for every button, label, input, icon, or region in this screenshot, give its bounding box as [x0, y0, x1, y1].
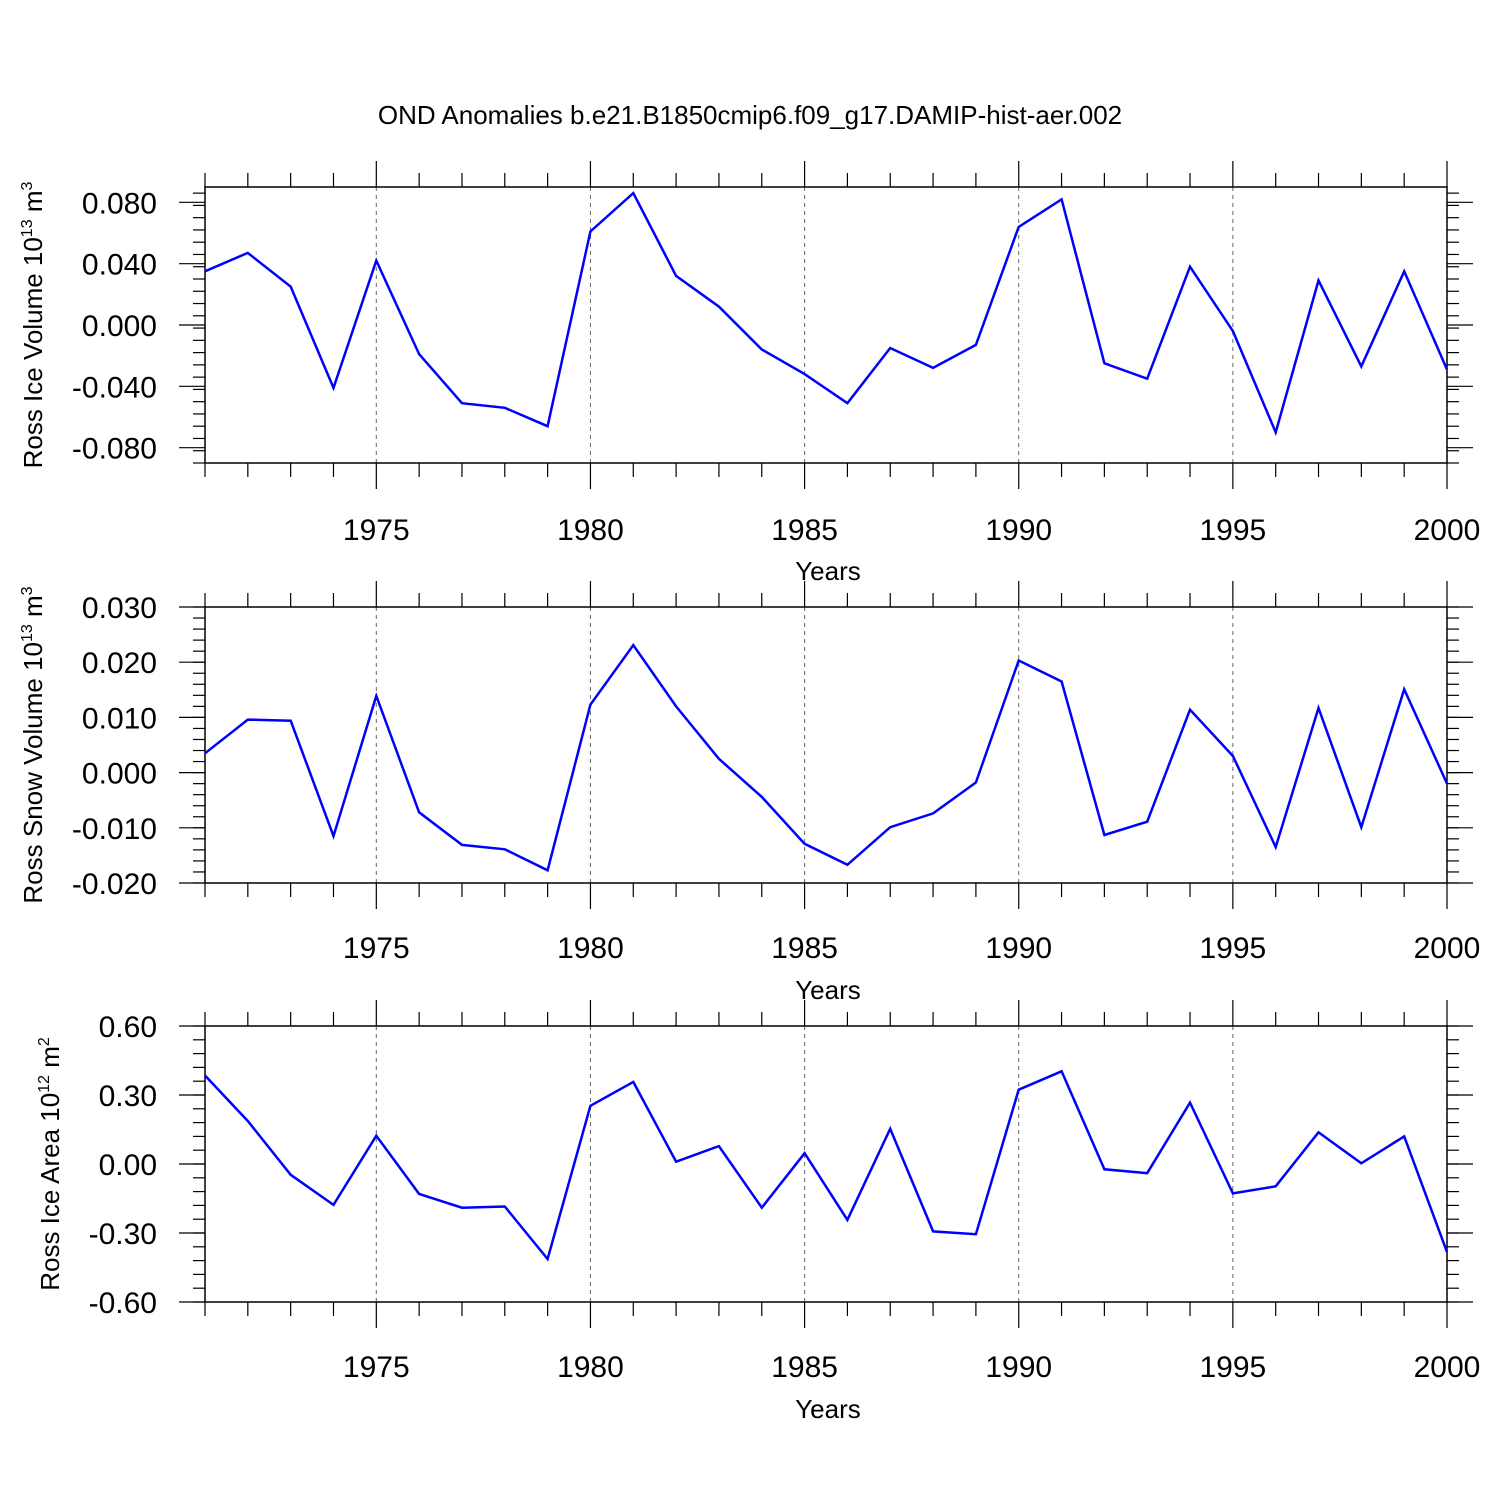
- y-axis-label: Ross Snow Volume 1013 m3: [18, 586, 48, 903]
- x-tick-label: 1990: [985, 1351, 1052, 1384]
- x-tick-label: 1980: [557, 932, 624, 965]
- y-tick-label: 0.000: [82, 310, 157, 343]
- y-tick-label: 0.00: [99, 1149, 157, 1182]
- y-tick-label: 0.60: [99, 1011, 157, 1044]
- x-tick-label: 2000: [1414, 1351, 1481, 1384]
- x-tick-label: 2000: [1414, 514, 1481, 547]
- y-tick-label: -0.30: [89, 1218, 157, 1251]
- x-tick-label: 1975: [343, 932, 410, 965]
- y-axis-unit: m: [18, 595, 48, 624]
- series-line: [204, 642, 1449, 873]
- x-tick-label: 1980: [557, 514, 624, 547]
- figure-title: OND Anomalies b.e21.B1850cmip6.f09_g17.D…: [378, 100, 1122, 130]
- x-tick-label: 1985: [771, 514, 838, 547]
- plot-frame: [204, 606, 1448, 884]
- y-axis-unit: m: [35, 1046, 65, 1075]
- y-tick-label: 0.30: [99, 1080, 157, 1113]
- series-line: [204, 1069, 1449, 1262]
- y-tick-label: -0.080: [72, 433, 157, 466]
- x-tick-label: 1990: [985, 932, 1052, 965]
- y-tick-label: 0.040: [82, 249, 157, 282]
- x-tick-label: 1985: [771, 1351, 838, 1384]
- y-axis-unit-exponent: 13: [19, 624, 36, 642]
- x-tick-label: 1975: [343, 514, 410, 547]
- x-axis-label: Years: [795, 975, 861, 1005]
- y-axis-unit-power: 3: [19, 181, 36, 190]
- y-axis-label: Ross Ice Area 1012 m2: [35, 1037, 65, 1291]
- x-tick-label: 2000: [1414, 932, 1481, 965]
- y-tick-label: -0.020: [72, 868, 157, 901]
- y-axis-label-name: Ross Snow Volume 10: [18, 642, 48, 904]
- x-tick-label: 1995: [1199, 1351, 1266, 1384]
- series-line: [204, 191, 1449, 437]
- x-tick-label: 1975: [343, 1351, 410, 1384]
- x-axis-label: Years: [795, 1394, 861, 1424]
- y-tick-label: 0.080: [82, 187, 157, 220]
- x-tick-label: 1990: [985, 514, 1052, 547]
- y-tick-label: -0.040: [72, 371, 157, 404]
- y-axis-unit: m: [18, 190, 48, 219]
- y-tick-label: 0.020: [82, 647, 157, 680]
- y-tick-label: 0.030: [82, 592, 157, 625]
- y-tick-label: -0.60: [89, 1287, 157, 1320]
- y-tick-label: -0.010: [72, 813, 157, 846]
- panel-ross-ice-area: 1975 1980 1985 1990 1995 2000 Years 0.60 0.30 0.0…: [35, 1000, 1480, 1424]
- y-axis-label-name: Ross Ice Volume 10: [18, 237, 48, 468]
- x-axis-label: Years: [795, 556, 861, 586]
- x-tick-label: 1980: [557, 1351, 624, 1384]
- y-tick-label: 0.000: [82, 758, 157, 791]
- y-axis-unit-exponent: 12: [36, 1075, 53, 1093]
- x-tick-label: 1995: [1199, 932, 1266, 965]
- panel-ross-ice-volume: 1975 1980 1985 1990 1995 2000 Years 0.080 0.040 0…: [18, 161, 1480, 586]
- plot-frame: [204, 186, 1448, 464]
- x-tick-label: 1985: [771, 932, 838, 965]
- y-axis-unit-exponent: 13: [19, 219, 36, 237]
- y-tick-label: 0.010: [82, 702, 157, 735]
- panel-ross-snow-volume: 1975 1980 1985 1990 1995 2000 Years 0.030 0.020 0…: [18, 581, 1480, 1005]
- x-tick-label: 1995: [1199, 514, 1266, 547]
- y-axis-unit-power: 3: [19, 586, 36, 595]
- y-axis-label: Ross Ice Volume 1013 m3: [18, 181, 48, 468]
- y-axis-unit-power: 2: [36, 1037, 53, 1046]
- y-axis-label-name: Ross Ice Area 10: [35, 1093, 65, 1291]
- plot-frame: [204, 1025, 1448, 1303]
